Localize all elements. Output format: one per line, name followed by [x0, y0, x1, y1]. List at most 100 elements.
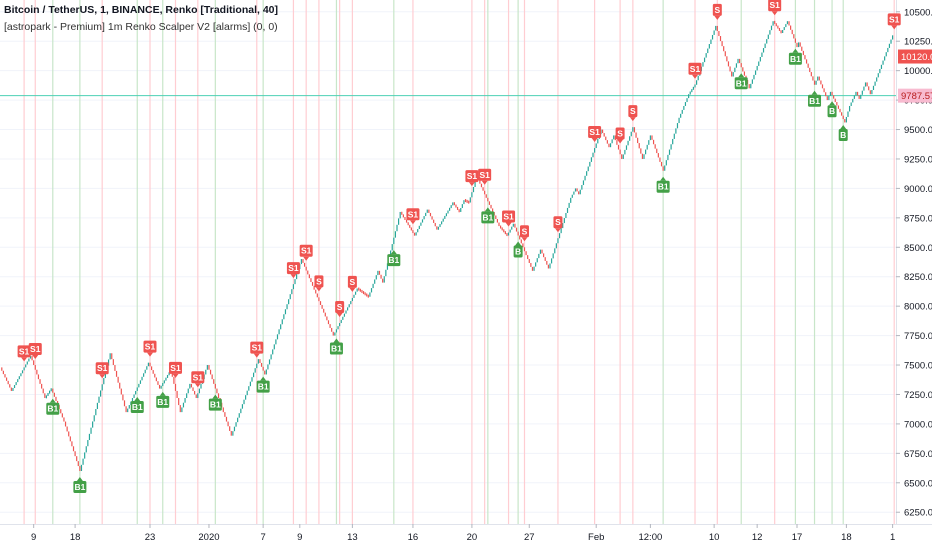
up-brick [552, 253, 554, 259]
buy-signal[interactable]: B [827, 101, 837, 118]
sell-signal[interactable]: S1 [28, 343, 42, 360]
sell-signal[interactable]: S [519, 225, 529, 242]
sell-signal[interactable]: S1 [688, 62, 702, 79]
buy-signal[interactable]: B1 [808, 90, 822, 107]
down-brick [332, 331, 334, 336]
sell-signal[interactable]: S1 [250, 341, 264, 358]
down-brick [484, 190, 486, 195]
sell-signal[interactable]: S1 [191, 371, 205, 388]
down-brick [544, 257, 546, 261]
up-brick [29, 355, 32, 359]
bricks[interactable] [1, 20, 894, 472]
signal-text: S1 [503, 212, 514, 222]
down-brick [456, 206, 459, 210]
buy-signal[interactable]: B1 [481, 207, 495, 224]
symbol-title[interactable]: Bitcoin / TetherUS, 1, BINANCE, Renko [T… [4, 4, 279, 16]
down-brick [404, 216, 406, 220]
up-brick [136, 387, 138, 391]
sell-signal[interactable]: S1 [588, 126, 602, 143]
up-brick [189, 383, 191, 389]
sell-signal[interactable]: S1 [465, 170, 479, 187]
buy-signal[interactable]: B1 [256, 376, 270, 393]
down-brick [721, 41, 723, 47]
sell-signal[interactable]: S1 [286, 262, 300, 279]
sell-signal[interactable]: S1 [17, 345, 31, 362]
buy-signal[interactable]: B1 [208, 394, 222, 411]
signal-text: S1 [769, 0, 780, 10]
sell-signal[interactable]: S1 [143, 340, 157, 357]
up-brick [291, 289, 293, 295]
up-brick [770, 25, 773, 31]
down-brick [656, 148, 658, 154]
up-brick [162, 383, 164, 387]
sell-signal[interactable]: S [628, 105, 638, 122]
up-brick [238, 413, 240, 418]
buy-signal[interactable]: B1 [73, 477, 87, 494]
buy-signal[interactable]: B [838, 125, 848, 142]
down-brick [431, 216, 433, 220]
down-brick [793, 34, 795, 39]
down-brick [5, 377, 8, 381]
up-brick [50, 388, 52, 392]
sell-signal[interactable]: S1 [768, 0, 782, 16]
sell-signal-box [95, 362, 109, 375]
up-brick [447, 210, 449, 214]
sell-signal[interactable]: S [615, 127, 625, 144]
buy-signal[interactable]: B1 [156, 391, 170, 408]
down-brick [305, 266, 307, 271]
down-brick [813, 80, 816, 85]
sell-signal[interactable]: S1 [168, 361, 182, 378]
horizontal-line-price-label[interactable]: 9787.57 [898, 88, 932, 103]
down-brick [869, 90, 871, 95]
up-brick [450, 205, 452, 209]
down-brick [498, 222, 500, 227]
sell-signal[interactable]: S [712, 3, 722, 20]
up-brick [684, 102, 687, 106]
sell-signal[interactable]: S [335, 301, 345, 318]
buy-signal[interactable]: B1 [788, 48, 802, 65]
sell-signal[interactable]: S1 [299, 244, 313, 261]
down-brick [319, 301, 322, 305]
up-brick [471, 192, 473, 198]
current-price-label[interactable]: 10120.00 [898, 49, 932, 64]
buy-signal[interactable]: B1 [734, 73, 748, 90]
down-brick [321, 304, 323, 309]
down-brick [44, 393, 46, 399]
down-brick [150, 366, 153, 371]
sell-signal[interactable]: S1 [502, 210, 516, 227]
down-brick [367, 294, 369, 298]
indicator-label[interactable]: [astropark - Premium] 1m Renko Scalper V… [4, 21, 278, 33]
sell-signal[interactable]: S1 [478, 168, 492, 185]
sell-signal[interactable]: S1 [95, 362, 109, 379]
sell-signal[interactable]: S1 [887, 13, 901, 30]
buy-signal[interactable]: B1 [46, 398, 60, 415]
up-brick [415, 232, 417, 236]
sell-signal[interactable]: S [347, 275, 357, 292]
down-brick [10, 387, 12, 391]
buy-signal[interactable]: B1 [329, 338, 343, 355]
down-brick [33, 360, 35, 366]
up-brick [334, 332, 336, 336]
sell-signal[interactable]: S [314, 275, 324, 292]
up-brick [469, 197, 471, 203]
down-brick [436, 226, 438, 230]
sell-signal[interactable]: S1 [406, 208, 420, 225]
x-tick-label: 7 [260, 532, 265, 543]
buy-signal[interactable]: B1 [387, 250, 401, 267]
y-axis[interactable]: 6250.00 6500.00 6750.00 7000.00 7250.00 7500.… [896, 0, 932, 550]
x-axis[interactable]: 9 18 23 2020 7 9 13 16 20 27 Feb 12:00 10 12 17 18 1 [0, 524, 932, 543]
down-brick [154, 373, 156, 378]
up-brick [283, 314, 285, 320]
down-brick [499, 225, 502, 229]
up-brick [241, 404, 244, 409]
up-brick [589, 161, 591, 167]
buy-signal[interactable]: B1 [656, 176, 670, 193]
down-brick [4, 374, 6, 378]
signal-text: S [316, 276, 322, 286]
sell-signal[interactable]: S [553, 216, 563, 233]
buy-signal[interactable]: B1 [130, 396, 144, 413]
buy-signal[interactable]: B [513, 241, 523, 258]
down-brick [123, 400, 126, 407]
